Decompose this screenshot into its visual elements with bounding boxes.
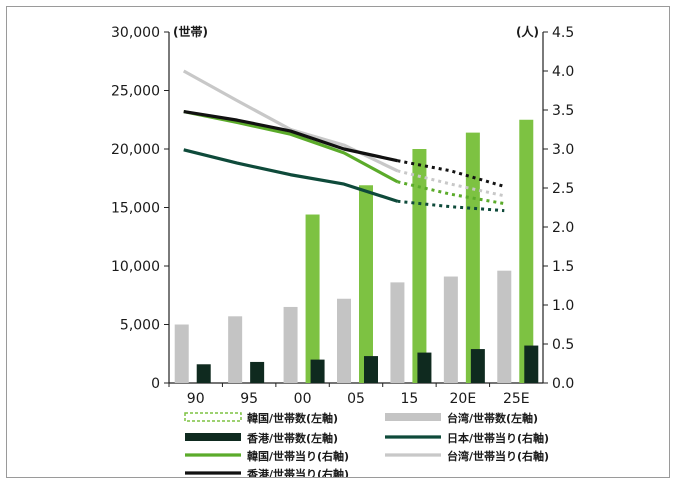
left-tick-label: 25,000 — [111, 84, 160, 100]
bar-2-6 — [524, 345, 539, 383]
left-tick-label: 30,000 — [111, 25, 160, 41]
bar-1-2 — [283, 306, 298, 383]
right-tick-label: 2.0 — [552, 220, 574, 236]
legend-label: 韓国/世帯数(左軸) — [247, 411, 338, 425]
legend-swatch-bar — [184, 412, 242, 422]
legend-label: 台湾/世帯当り(右軸) — [447, 449, 549, 463]
left-tick-label: 10,000 — [111, 259, 160, 275]
bar-2-0 — [196, 364, 211, 383]
right-axis-unit: (人) — [516, 24, 539, 39]
legend-label: 香港/世帯数(左軸) — [246, 431, 338, 445]
bar-0-6 — [519, 119, 534, 383]
x-tick-label: 90 — [187, 391, 205, 407]
right-tick-label: 0.5 — [552, 337, 574, 353]
chart-frame: 0 5,000 10,000 15,000 20,000 25,000 30,000 (世帯)… — [6, 6, 670, 481]
legend-label: 韓国/世帯当り(右軸) — [247, 449, 349, 463]
line-solid-1 — [183, 109, 399, 184]
line-projection-3 — [397, 159, 505, 188]
line-projection-2 — [397, 169, 505, 198]
left-tick-label: 15,000 — [111, 201, 160, 217]
line-solid-0 — [183, 148, 398, 203]
bar-0-4 — [412, 149, 427, 383]
right-tick-label: 2.5 — [552, 181, 574, 197]
x-tick-label: 15 — [401, 391, 419, 407]
bar-1-4 — [390, 282, 405, 383]
right-tick-label: 3.5 — [552, 103, 574, 119]
bar-0-2 — [305, 214, 320, 383]
x-tick-label: 05 — [347, 391, 365, 407]
left-tick-label: 20,000 — [111, 142, 160, 158]
right-tick-label: 1.0 — [552, 298, 574, 314]
line-projection-1 — [397, 180, 505, 206]
bar-0-5 — [465, 132, 480, 383]
bar-1-5 — [443, 276, 458, 383]
legend-label: 香港/世帯当り(右軸) — [246, 467, 349, 477]
legend-label: 日本/世帯当り(右軸) — [447, 431, 549, 445]
x-tick-label: 20E — [450, 391, 477, 407]
x-tick-label: 95 — [240, 391, 258, 407]
line-solid-2 — [182, 69, 399, 173]
bar-2-3 — [364, 356, 378, 383]
right-tick-label: 3.0 — [552, 142, 574, 158]
legend-label: 台湾/世帯数(左軸) — [447, 411, 538, 425]
right-tick-label: 0.0 — [552, 376, 574, 392]
bar-2-5 — [470, 349, 485, 383]
x-tick-label: 25E — [503, 391, 530, 407]
bar-2-2 — [310, 359, 325, 383]
right-tick-label: 4.5 — [552, 25, 574, 41]
bar-1-3 — [337, 298, 351, 383]
bar-2-1 — [250, 361, 265, 383]
legend-swatch-bar — [385, 413, 441, 421]
bar-0-3 — [359, 185, 373, 383]
line-solid-3 — [183, 109, 398, 163]
bar-1-0 — [174, 324, 189, 383]
bar-1-6 — [497, 270, 512, 383]
x-tick-label: 00 — [294, 391, 312, 407]
chart: 0 5,000 10,000 15,000 20,000 25,000 30,000 (世帯)… — [111, 24, 574, 481]
bar-1-1 — [228, 316, 243, 383]
legend-swatch-bar — [185, 433, 241, 441]
right-tick-label: 4.0 — [552, 64, 574, 80]
left-tick-label: 5,000 — [120, 318, 160, 334]
left-axis-unit: (世帯) — [173, 24, 208, 39]
right-tick-label: 1.5 — [552, 259, 574, 275]
left-tick-label: 0 — [151, 376, 160, 392]
bar-2-4 — [417, 352, 432, 383]
